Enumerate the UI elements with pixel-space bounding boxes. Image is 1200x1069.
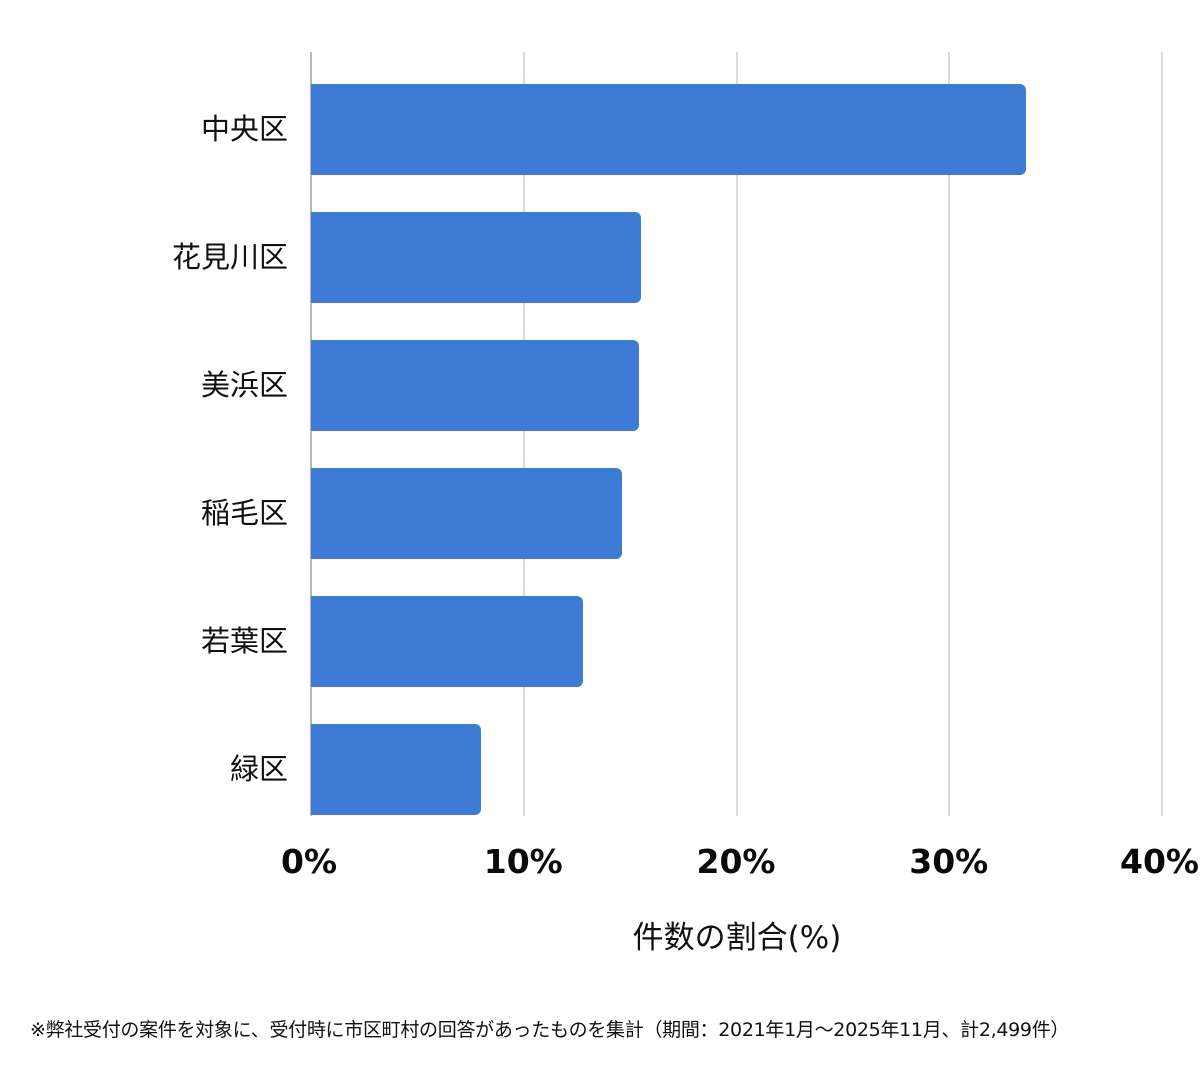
category-label: 緑区 — [229, 752, 288, 786]
category-label: 若葉区 — [200, 624, 288, 658]
bar — [311, 340, 639, 431]
gridline — [948, 52, 951, 816]
x-tick-label: 0% — [281, 842, 338, 881]
category-label: 稲毛区 — [200, 496, 288, 530]
category-label: 中央区 — [200, 112, 288, 146]
category-label: 花見川区 — [171, 240, 288, 274]
x-tick-label: 30% — [909, 842, 989, 881]
footnote: ※弊社受付の案件を対象に、受付時に市区町村の回答があったものを集計（期間：202… — [30, 1019, 1070, 1041]
gridline — [1161, 52, 1163, 816]
x-tick-label: 20% — [696, 842, 776, 881]
bar — [311, 84, 1026, 175]
bar — [311, 212, 641, 303]
bar — [311, 724, 482, 815]
gridline — [310, 52, 312, 816]
category-label: 美浜区 — [200, 368, 288, 402]
x-axis-title: 件数の割合(%) — [632, 920, 842, 956]
x-tick-label: 40% — [1120, 842, 1199, 881]
gridline — [522, 52, 525, 816]
bar — [311, 596, 584, 687]
bar — [311, 468, 622, 559]
gridline — [735, 52, 738, 816]
x-tick-label: 10% — [483, 842, 563, 881]
